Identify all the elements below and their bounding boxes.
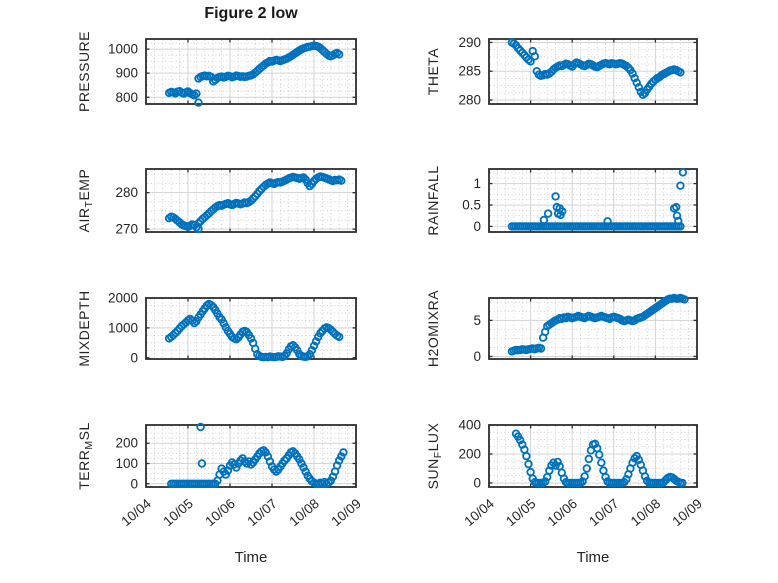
axes-box — [145, 424, 357, 488]
tick-marks — [145, 425, 357, 487]
y-tick-label: 1000 — [108, 320, 138, 335]
y-tick-label: 1 — [473, 176, 481, 191]
y-tick-label: 0 — [130, 350, 138, 365]
outlier-marker — [196, 422, 205, 432]
subplot-pressure: 800 900 1000 PRESSURE — [76, 31, 357, 112]
major-grid — [490, 170, 696, 231]
axes-box — [488, 297, 698, 360]
y-axis-label-terr_msl: TERRMSL — [76, 422, 95, 490]
axes-box — [488, 168, 698, 233]
x-tick-label: 10/09 — [328, 496, 364, 529]
y-tick-label: 200 — [115, 436, 138, 451]
x-tick-label: 10/08 — [286, 496, 322, 529]
y-tick-label: 900 — [115, 66, 138, 81]
y-tick-label: 800 — [115, 90, 138, 105]
scatter-series — [507, 38, 685, 99]
x-axis-label-left: Time — [234, 549, 268, 566]
y-tick-label: 5 — [473, 313, 481, 328]
subplot-theta: 280 285 290 THETA — [425, 35, 698, 107]
y-axis-label-air_temp: AIRTEMP — [76, 169, 95, 233]
y-tick-label: 290 — [458, 35, 481, 50]
y-axis-label-mixdepth: MIXDEPTH — [76, 290, 92, 366]
y-tick-label: 0 — [473, 475, 481, 490]
outlier-marker — [672, 211, 682, 220]
tick-marks — [145, 39, 357, 104]
y-tick-label: 270 — [115, 222, 138, 237]
scatter-series — [164, 299, 344, 362]
x-tick-label: 10/08 — [628, 496, 664, 529]
x-tick-label: 10/07 — [244, 496, 280, 529]
outlier-marker — [676, 181, 685, 190]
tick-marks — [488, 39, 698, 104]
subplot-h2omixra: 0 5 H2OMIXRA — [425, 290, 698, 367]
y-tick-label: 0.5 — [462, 198, 481, 213]
y-axis-label-h2omixra: H2OMIXRA — [425, 290, 441, 367]
subplot-air_temp: 270 280 AIRTEMP — [76, 168, 357, 237]
outlier-marker — [678, 168, 688, 177]
minor-grid — [490, 170, 696, 231]
major-grid — [147, 426, 355, 486]
scatter-series — [164, 172, 346, 234]
y-tick-label: 1000 — [108, 42, 138, 57]
outlier-marker — [603, 217, 612, 226]
outlier-marker — [194, 98, 203, 107]
tick-marks — [488, 298, 698, 359]
x-tick-label: 10/05 — [503, 496, 539, 529]
scatter-series — [507, 168, 688, 231]
outlier-marker — [672, 202, 681, 212]
outlier-marker — [551, 192, 560, 201]
outlier-marker — [539, 215, 549, 225]
major-grid — [147, 170, 355, 231]
y-tick-label: 0 — [473, 349, 481, 364]
y-axis-label-sun_flux: SUNFLUX — [425, 422, 444, 489]
axes-box — [488, 424, 698, 488]
tick-marks — [145, 169, 357, 232]
x-tick-label: 10/06 — [202, 496, 238, 529]
axes-box — [145, 168, 357, 233]
scatter-series — [511, 429, 687, 488]
y-tick-label: 0 — [473, 219, 481, 234]
x-tick-label: 10/06 — [545, 496, 581, 529]
subplot-sun_flux: 0 200 400 10/04 10/05 10/06 10/07 10/08 10/09 SUN… — [425, 418, 705, 530]
minor-grid — [147, 426, 355, 486]
x-tick-label: 10/09 — [669, 496, 705, 529]
subplot-rainfall: 0 0.5 1 RAINFALL — [425, 165, 698, 236]
x-tick-label: 10/07 — [586, 496, 622, 529]
outlier-marker — [674, 216, 683, 226]
y-axis-label-pressure: PRESSURE — [76, 31, 92, 112]
x-axis-label-right: Time — [576, 549, 610, 566]
y-tick-label: 280 — [458, 92, 481, 107]
y-axis-label-rainfall: RAINFALL — [425, 165, 441, 235]
outlier-marker — [194, 224, 203, 234]
outlier-marker — [543, 209, 553, 218]
major-grid — [490, 40, 696, 103]
tick-marks — [145, 297, 357, 359]
y-tick-label: 0 — [130, 476, 138, 491]
y-tick-label: 200 — [458, 446, 481, 461]
scatter-series — [166, 422, 348, 488]
x-tick-label: 10/04 — [461, 496, 497, 530]
y-tick-label: 285 — [458, 64, 481, 79]
y-tick-label: 2000 — [108, 291, 138, 306]
x-tick-label: 10/05 — [160, 496, 196, 529]
x-tick-label: 10/04 — [118, 496, 154, 530]
y-tick-label: 100 — [115, 456, 138, 471]
scatter-series — [507, 293, 689, 356]
subplot-terr_msl: 0 100 200 10/04 10/05 10/06 10/07 10/08 10/09 TER… — [76, 422, 364, 529]
subplot-mixdepth: 0 1000 2000 MIXDEPTH — [76, 290, 357, 367]
figure-title: Figure 2 low — [204, 5, 298, 22]
y-axis-label-theta: THETA — [425, 48, 441, 96]
axes-box — [145, 38, 357, 105]
outlier-marker — [197, 459, 207, 468]
scatter-series — [164, 41, 344, 107]
y-tick-label: 400 — [458, 418, 481, 433]
outlier-marker — [558, 207, 567, 216]
y-tick-label: 280 — [115, 185, 138, 200]
